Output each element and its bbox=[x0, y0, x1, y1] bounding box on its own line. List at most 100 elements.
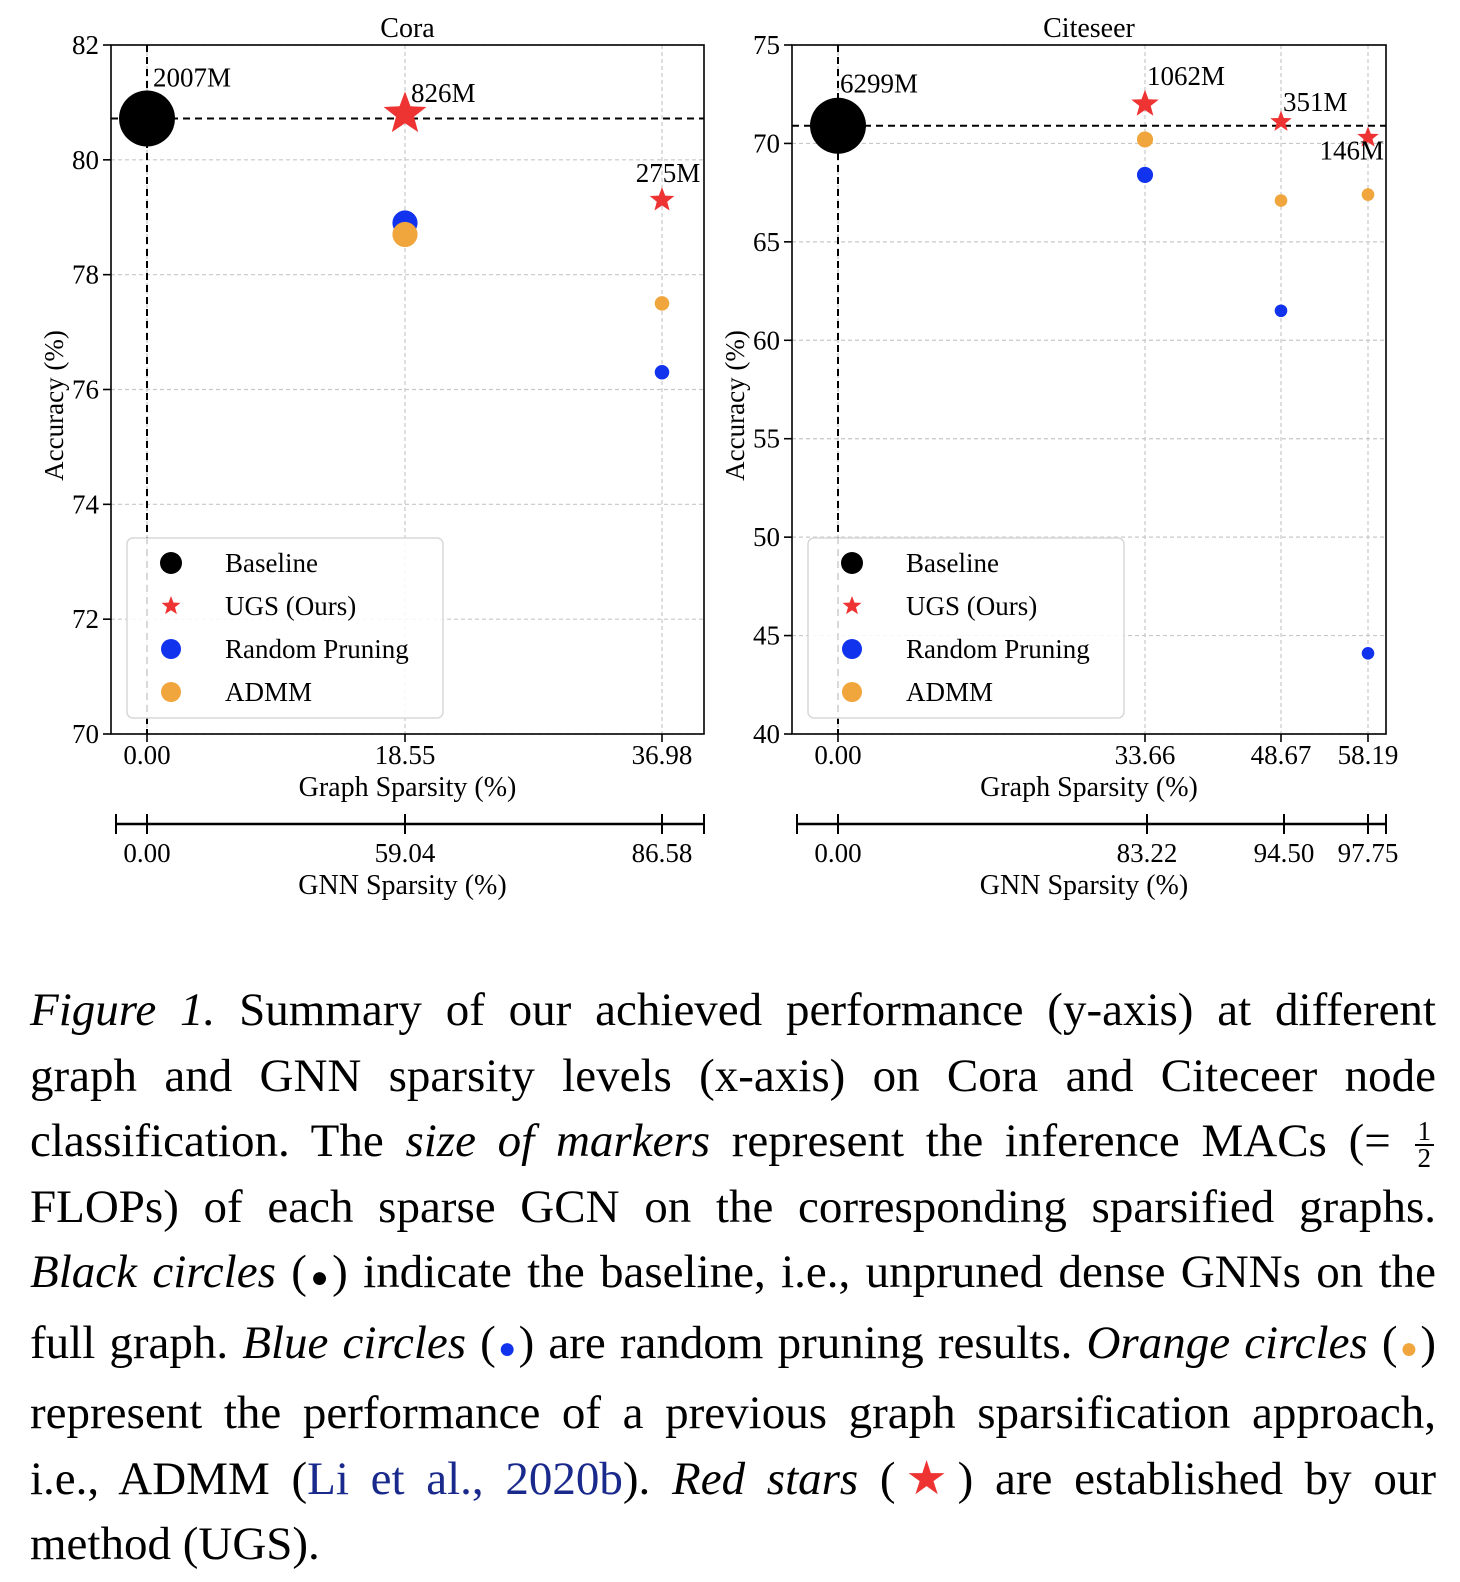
y-tick-label: 70 bbox=[753, 128, 780, 158]
legend-label: UGS (Ours) bbox=[906, 591, 1037, 621]
x-tick-label: 36.98 bbox=[632, 740, 693, 770]
legend-label: Baseline bbox=[225, 548, 318, 578]
figure-charts: 70 72 74 76 78 80 82 0.00 18.55 36.98 Cora Graph Sp… bbox=[39, 13, 1399, 901]
legend-label: UGS (Ours) bbox=[225, 591, 356, 621]
citation-link[interactable]: Li et al., 2020b bbox=[307, 1452, 623, 1505]
data-point-star bbox=[1131, 89, 1159, 116]
point-annotation-label: 275M bbox=[636, 158, 701, 188]
legend-label: Random Pruning bbox=[225, 634, 409, 664]
data-point-circle bbox=[1274, 304, 1288, 318]
point-annotation-label: 2007M bbox=[153, 62, 231, 92]
x-axis-label: Graph Sparsity (%) bbox=[299, 772, 517, 803]
legend-star-icon bbox=[161, 596, 181, 615]
caption-emphasis: Blue circles bbox=[242, 1316, 467, 1369]
data-point-circle bbox=[1361, 646, 1375, 660]
data-point-circle bbox=[1136, 166, 1154, 183]
data-point-star bbox=[649, 187, 675, 211]
point-annotation-label: 1062M bbox=[1147, 61, 1225, 91]
x-tick-label: 0.00 bbox=[814, 740, 861, 770]
legend-circle-icon bbox=[161, 639, 181, 659]
secondary-axis-label: GNN Sparsity (%) bbox=[298, 870, 506, 901]
secondary-axis-tick-label: 94.50 bbox=[1254, 838, 1315, 868]
y-tick-label: 70 bbox=[72, 719, 99, 749]
secondary-axis-label: GNN Sparsity (%) bbox=[980, 870, 1188, 901]
caption-figure-label: Figure 1. bbox=[30, 984, 216, 1036]
caption-text: Summary of our achieved performance (y-a… bbox=[30, 984, 1436, 1167]
point-annotation-label: 826M bbox=[411, 78, 476, 108]
legend-box bbox=[126, 537, 444, 719]
y-tick-label: 76 bbox=[72, 375, 99, 405]
legend-box bbox=[807, 537, 1125, 719]
caption-emphasis: Red stars bbox=[672, 1452, 859, 1505]
fraction-denominator: 2 bbox=[1417, 1143, 1432, 1174]
caption-emphasis: Orange circles bbox=[1086, 1316, 1368, 1369]
secondary-axis-tick-label: 0.00 bbox=[814, 838, 861, 868]
blue-circle-icon: ● bbox=[495, 1331, 519, 1365]
caption-text: ( bbox=[858, 1452, 896, 1505]
caption-text: ) indicate the baseline, i.e., unpruned … bbox=[30, 1246, 1437, 1369]
data-point-circle bbox=[1274, 194, 1288, 207]
y-tick-label: 50 bbox=[753, 522, 780, 552]
y-tick-label: 45 bbox=[753, 621, 780, 651]
x-axis-label: Graph Sparsity (%) bbox=[980, 772, 1198, 803]
caption-text: ). bbox=[622, 1452, 672, 1505]
secondary-axis-tick-label: 83.22 bbox=[1117, 838, 1178, 868]
caption-text: ( bbox=[1367, 1316, 1398, 1369]
point-annotation-label: 6299M bbox=[840, 69, 918, 99]
orange-circle-icon: ● bbox=[1397, 1331, 1421, 1365]
point-annotation-label: 146M bbox=[1319, 136, 1384, 166]
caption-text: ) are random pruning results. bbox=[518, 1316, 1087, 1369]
y-tick-label: 65 bbox=[753, 227, 780, 257]
caption-text: ( bbox=[275, 1246, 307, 1298]
secondary-axis-tick-label: 86.58 bbox=[632, 838, 693, 868]
legend-circle-icon bbox=[842, 682, 862, 702]
data-point-circle bbox=[1136, 131, 1154, 148]
y-tick-label: 80 bbox=[72, 145, 99, 175]
figure-caption: Figure 1. Summary of our achieved perfor… bbox=[30, 978, 1436, 1578]
data-point-circle bbox=[810, 97, 866, 154]
x-tick-label: 58.19 bbox=[1338, 740, 1399, 770]
y-tick-label: 78 bbox=[72, 260, 99, 290]
data-point-circle bbox=[119, 90, 175, 147]
x-tick-label: 18.55 bbox=[375, 740, 436, 770]
caption-text: ) are established by our method (UGS). bbox=[30, 1452, 1437, 1571]
y-tick-label: 72 bbox=[72, 604, 99, 634]
fraction-numerator: 1 bbox=[1414, 1118, 1434, 1147]
y-tick-label: 74 bbox=[72, 489, 100, 519]
legend-label: ADMM bbox=[906, 677, 993, 707]
legend-label: ADMM bbox=[225, 677, 312, 707]
caption-text: ( bbox=[466, 1316, 496, 1369]
y-tick-label: 40 bbox=[753, 719, 780, 749]
secondary-axis-tick-label: 0.00 bbox=[123, 838, 170, 868]
data-point-circle bbox=[654, 365, 670, 380]
point-annotation-label: 351M bbox=[1283, 87, 1348, 117]
legend-circle-icon bbox=[160, 552, 182, 574]
legend-circle-icon bbox=[841, 552, 863, 574]
y-axis-label: Accuracy (%) bbox=[720, 330, 750, 481]
data-point-circle bbox=[392, 221, 418, 248]
data-point-star bbox=[1270, 110, 1292, 131]
caption-emphasis: size of markers bbox=[405, 1115, 711, 1167]
caption-emphasis: Black circles bbox=[30, 1246, 276, 1298]
y-tick-label: 55 bbox=[753, 424, 780, 454]
red-star-icon: ★ bbox=[895, 1452, 958, 1505]
data-point-star bbox=[383, 91, 427, 133]
y-tick-label: 60 bbox=[753, 325, 780, 355]
y-tick-label: 82 bbox=[72, 30, 99, 60]
x-tick-label: 0.00 bbox=[123, 740, 170, 770]
chart-title: Cora bbox=[380, 13, 435, 44]
secondary-axis-tick-label: 97.75 bbox=[1338, 838, 1399, 868]
y-axis-label: Accuracy (%) bbox=[39, 330, 69, 481]
legend-circle-icon bbox=[161, 682, 181, 702]
caption-text: represent the inference MACs (= bbox=[710, 1115, 1413, 1167]
legend-circle-icon bbox=[842, 639, 862, 659]
x-tick-label: 48.67 bbox=[1251, 740, 1312, 770]
data-point-circle bbox=[654, 296, 670, 311]
data-point-star bbox=[1357, 126, 1379, 147]
legend-label: Baseline bbox=[906, 548, 999, 578]
x-tick-label: 33.66 bbox=[1115, 740, 1176, 770]
caption-text: FLOPs) of each sparse GCN on the corresp… bbox=[30, 1180, 1436, 1233]
y-tick-label: 75 bbox=[753, 30, 780, 60]
black-circle-icon: ● bbox=[306, 1261, 333, 1294]
